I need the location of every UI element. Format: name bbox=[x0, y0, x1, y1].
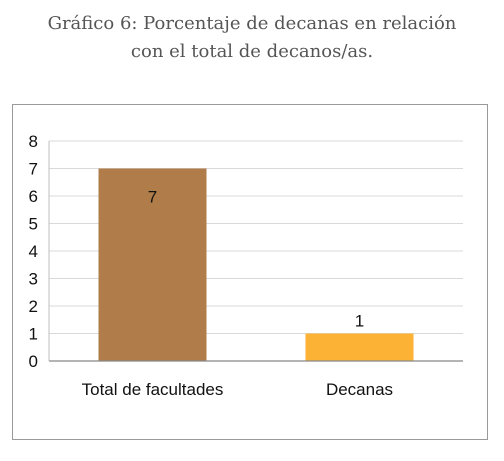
category-labels: Total de facultades Decanas bbox=[82, 380, 393, 399]
y-tick-label-7: 7 bbox=[29, 160, 38, 179]
y-tick-label-2: 2 bbox=[29, 297, 38, 316]
y-tick-label-8: 8 bbox=[29, 132, 38, 151]
y-tick-label-1: 1 bbox=[29, 325, 38, 344]
chart-title: Gráfico 6: Porcentaje de decanas en rela… bbox=[0, 10, 504, 66]
y-tick-label-5: 5 bbox=[29, 215, 38, 234]
bars bbox=[98, 168, 414, 361]
data-labels: 71 bbox=[148, 188, 364, 331]
y-tick-label-3: 3 bbox=[29, 270, 38, 289]
data-label-2: 1 bbox=[355, 312, 364, 331]
chart-frame bbox=[12, 104, 488, 440]
y-axis-ticks: 0 1 2 3 4 5 6 7 8 bbox=[29, 132, 38, 371]
bar-1 bbox=[98, 168, 207, 361]
category-label-2: Decanas bbox=[326, 380, 393, 399]
category-label-1: Total de facultades bbox=[82, 380, 224, 399]
y-tick-label-0: 0 bbox=[29, 352, 38, 371]
y-tick-label-4: 4 bbox=[29, 242, 38, 261]
bar-2 bbox=[305, 333, 414, 361]
chart-title-line-1: Gráfico 6: Porcentaje de decanas en rela… bbox=[47, 13, 457, 34]
y-tick-label-6: 6 bbox=[29, 187, 38, 206]
data-label-1: 7 bbox=[148, 188, 157, 207]
chart-title-line-2: con el total de decanos/as. bbox=[130, 41, 374, 62]
